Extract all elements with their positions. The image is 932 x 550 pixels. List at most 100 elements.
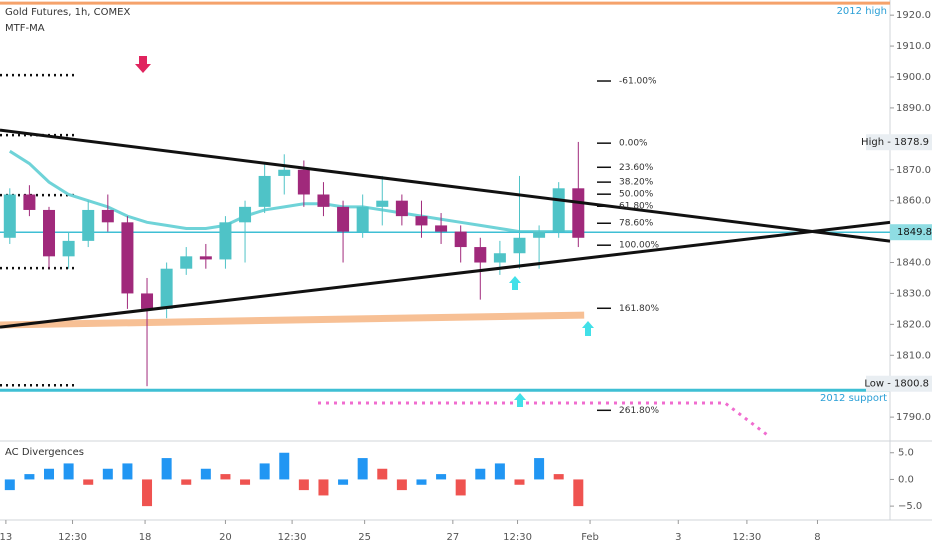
fib-label: 0.00% (619, 139, 648, 149)
candle-body (239, 206, 252, 223)
oscillator-bar (122, 463, 133, 480)
candle-body (376, 200, 389, 207)
candle-body (493, 253, 506, 263)
last-price-label: 1849.8 (897, 227, 932, 238)
y-tick-label: 1870.0 (896, 165, 931, 176)
candle-body (141, 293, 154, 309)
x-tick-label: 20 (219, 532, 232, 543)
candle-body (82, 209, 95, 241)
fib-label: 38.20% (619, 178, 654, 188)
y-tick-label: 1830.0 (896, 288, 931, 299)
y-tick-label: 1920.0 (896, 10, 931, 21)
fib-label: 23.60% (619, 163, 654, 173)
candle-body (3, 194, 16, 238)
oscillator-bar (534, 458, 545, 480)
candle-body (317, 194, 330, 207)
x-tick-label: 13 (0, 532, 12, 543)
x-tick-label: 27 (446, 532, 459, 543)
oscillator-bar (240, 479, 251, 485)
candle-body (356, 206, 369, 232)
x-tick-label: 18 (139, 532, 152, 543)
oscillator-bar (416, 479, 427, 485)
x-tick-label: 12:30 (732, 532, 761, 543)
oscillator-bar (553, 474, 564, 480)
oscillator-bar (514, 479, 525, 485)
oscillator-bar (200, 468, 211, 480)
y2-tick-label: −5.0 (898, 501, 922, 512)
candle-body (180, 256, 193, 269)
candle-body (297, 169, 310, 195)
oscillator-bar (455, 479, 466, 496)
trendline (0, 220, 891, 329)
price-tag: High - 1878.9 (861, 137, 929, 148)
x-tick-label: 12:30 (58, 532, 87, 543)
y-tick-label: 1790.0 (896, 412, 931, 423)
oscillator-bar (396, 479, 407, 491)
fib-label: 78.60% (619, 219, 654, 229)
y2-tick-label: 0.0 (898, 474, 914, 485)
trendline (0, 128, 891, 243)
y-tick-label: 1900.0 (896, 72, 931, 83)
oscillator-bar (161, 458, 172, 480)
oscillator-bar (494, 463, 505, 480)
y-tick-label: 1820.0 (896, 319, 931, 330)
price-tag-bg (866, 375, 932, 392)
oscillator-bar (44, 468, 55, 480)
down-arrow (135, 56, 151, 73)
price-tag: Low - 1800.8 (864, 379, 929, 390)
oscillator-bar (24, 474, 35, 480)
y-tick-label: 1910.0 (896, 41, 931, 52)
up-arrow (509, 276, 521, 290)
up-arrow (582, 321, 594, 336)
y-tick-label: 1890.0 (896, 103, 931, 114)
oscillator-bar (338, 479, 349, 485)
x-tick-label: 25 (358, 532, 371, 543)
oscillator-bar (259, 463, 270, 480)
candle-body (474, 247, 487, 263)
candle-body (62, 240, 75, 257)
up-arrow (514, 393, 526, 407)
candle-body (23, 194, 36, 210)
candle-body (258, 175, 271, 207)
y-tick-label: 1840.0 (896, 258, 931, 269)
x-tick-label: 12:30 (278, 532, 307, 543)
oscillator-bar (220, 474, 231, 480)
x-tick-label: 12:30 (503, 532, 532, 543)
candle-body (395, 200, 408, 217)
indicator-label: MTF-MA (5, 23, 45, 34)
candle-body (160, 268, 173, 309)
oscillator-bar (279, 452, 290, 480)
candle-body (121, 222, 134, 294)
price-tag-bg (866, 134, 932, 151)
candle-body (552, 188, 565, 232)
oscillator-bar (573, 479, 584, 507)
candle-body (219, 222, 232, 260)
candle-body (435, 225, 448, 232)
fib-label: -61.00% (619, 77, 657, 87)
chart-title: Gold Futures, 1h, COMEX (5, 7, 130, 18)
oscillator-title: AC Divergences (5, 447, 84, 458)
oscillator-bar (142, 479, 153, 507)
fib-label: 50.00% (619, 190, 654, 200)
x-tick-label: Feb (581, 532, 599, 543)
oscillator-bar (63, 463, 74, 480)
oscillator-bar (318, 479, 329, 496)
y2-tick-label: 5.0 (898, 448, 914, 459)
candle-body (337, 206, 350, 232)
candle-body (278, 169, 291, 176)
level-label: 2012 high (837, 6, 887, 17)
candle-body (43, 209, 56, 257)
candle-body (513, 237, 526, 254)
candle-body (454, 231, 467, 248)
candle-body (572, 188, 585, 238)
x-tick-label: 8 (814, 532, 820, 543)
last-price-bg (890, 224, 932, 241)
oscillator-bar (181, 479, 192, 485)
x-tick-label: 3 (675, 532, 681, 543)
fib-label: 100.00% (619, 241, 659, 251)
oscillator-bar (377, 468, 388, 480)
level-label: 2012 support (820, 393, 887, 404)
oscillator-bar (83, 479, 94, 485)
